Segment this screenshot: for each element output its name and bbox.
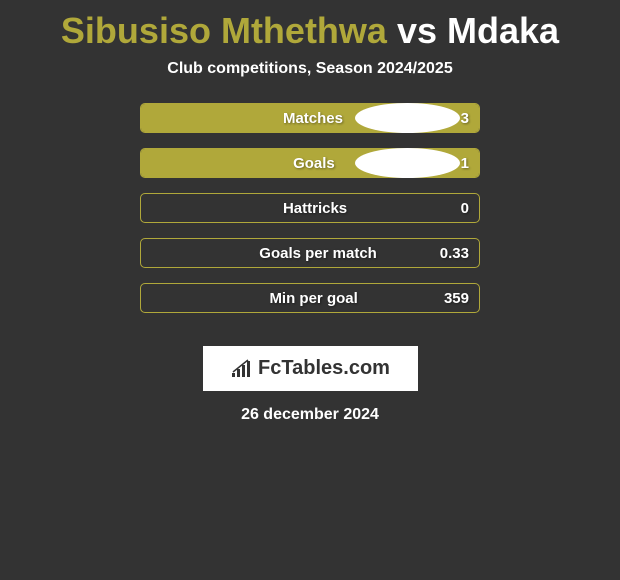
logo-text-label: FcTables.com [258, 357, 390, 380]
stat-bar: Min per goal 359 [140, 283, 480, 313]
page-title: Sibusiso Mthethwa vs Mdaka [61, 10, 559, 52]
bar-label: Goals [293, 155, 335, 172]
bar-value: 3 [461, 110, 469, 127]
bar-value: 1 [461, 155, 469, 172]
comparison-row: Goals per match 0.33 [140, 238, 480, 268]
bar-value: 0.33 [440, 245, 469, 262]
bar-label: Min per goal [269, 290, 357, 307]
ellipse-right [355, 148, 460, 178]
bar-value: 0 [461, 200, 469, 217]
comparison-row: Min per goal 359 [140, 283, 480, 313]
comparison-row: Matches 3 [140, 103, 480, 133]
bar-label: Matches [283, 110, 343, 127]
stat-bar: Hattricks 0 [140, 193, 480, 223]
subtitle-text: Club competitions, Season 2024/2025 [167, 60, 452, 78]
date-text: 26 december 2024 [241, 406, 379, 424]
bars-wrapper: Matches 3 Goals 1 Hattricks 0 Goals per match 0… [140, 103, 480, 328]
logo-box: FcTables.com [203, 346, 418, 391]
comparison-row: Hattricks 0 [140, 193, 480, 223]
bar-label: Hattricks [283, 200, 347, 217]
vs-text: vs [397, 10, 437, 51]
comparison-row: Goals 1 [140, 148, 480, 178]
player1-name: Sibusiso Mthethwa [61, 10, 387, 51]
player2-name: Mdaka [447, 10, 559, 51]
chart-icon [230, 359, 254, 379]
logo-content: FcTables.com [230, 357, 390, 380]
comparison-container: Sibusiso Mthethwa vs Mdaka Club competit… [0, 0, 620, 434]
ellipse-right [355, 103, 460, 133]
bar-label: Goals per match [259, 245, 377, 262]
stat-bar: Goals per match 0.33 [140, 238, 480, 268]
bar-value: 359 [444, 290, 469, 307]
